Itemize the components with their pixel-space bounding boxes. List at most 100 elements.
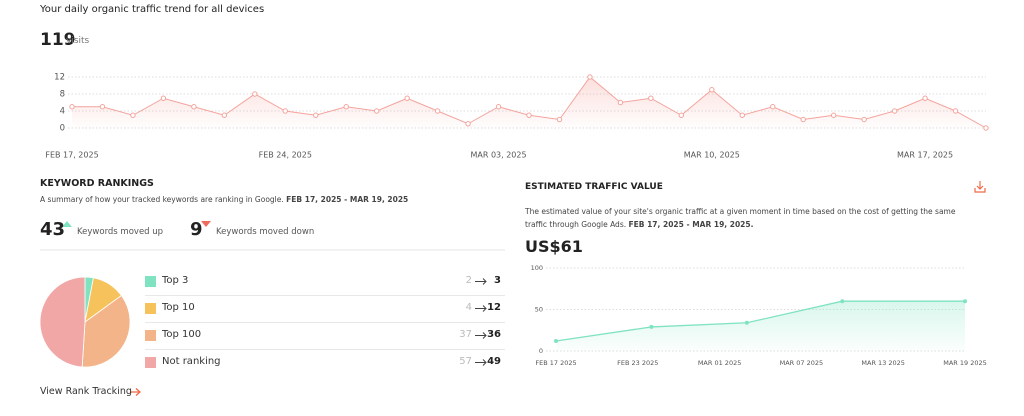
previous-count: 4 [465,302,472,313]
data-point [313,112,319,118]
legend-swatch [145,357,156,368]
data-point [495,104,502,110]
legend-swatch [145,303,156,314]
traffic-value-total: US$61 [525,237,583,256]
x-tick-label: MAR 19 2025 [943,359,987,367]
row-separator [145,295,505,296]
moved-down-count: 9 [190,219,203,240]
legend-label: Not ranking [162,356,221,367]
data-point [465,121,471,127]
date-range: FEB 17, 2025 - MAR 19, 2025. [628,220,754,229]
data-point [343,104,349,110]
data-point [282,108,288,114]
data-point [649,324,654,329]
data-point [252,91,258,97]
x-tick-label: MAR 10, 2025 [684,151,740,160]
y-tick-label: 12 [54,73,65,83]
legend-row: Top 10 4 12 [145,295,505,322]
y-tick-label: 0 [60,124,65,134]
data-point [587,74,593,80]
data-point [800,116,806,123]
data-point [952,108,959,114]
data-point [830,112,837,118]
section-title: ESTIMATED TRAFFIC VALUE [525,182,663,192]
data-point [739,112,745,118]
data-point [160,95,167,101]
current-count: 49 [487,356,501,367]
arrow-icon [130,388,141,396]
pie-slice [39,276,86,368]
x-tick-label: FEB 17, 2025 [45,151,98,160]
current-count: 36 [487,329,501,340]
data-point [404,95,410,101]
row-separator [145,349,505,350]
data-point [434,108,441,114]
data-point [891,108,898,114]
data-point [861,116,867,123]
data-point [963,299,967,304]
visits-unit: visits [66,36,90,46]
data-point [922,95,928,101]
download-icon[interactable] [974,181,986,193]
area-fill [556,301,965,351]
current-count: 12 [487,302,501,313]
previous-count: 2 [465,275,472,286]
legend-label: Top 100 [162,329,202,340]
row-separator [145,322,505,323]
traffic-title: Your daily organic traffic trend for all… [40,4,265,15]
data-point [526,112,532,118]
x-tick-label: FEB 24, 2025 [259,151,312,160]
pie-slice [81,294,131,368]
x-tick-label: FEB 23 2025 [617,359,658,367]
rank-tracking-link[interactable]: View Rank Tracking [40,386,132,397]
legend-swatch [145,276,156,287]
legend-swatch [145,330,156,341]
data-point [983,125,989,131]
y-tick-label: 4 [60,107,65,117]
arrow-icon [475,278,487,285]
moved-up-label: Keywords moved up [77,227,164,237]
data-point [130,112,136,118]
x-tick-label: MAR 07 2025 [780,359,824,367]
up-triangle [62,221,72,227]
data-point [840,299,845,304]
x-tick-label: MAR 17, 2025 [897,151,953,160]
data-point [744,320,749,325]
data-point [678,112,685,118]
y-tick-label: 100 [531,264,543,272]
arrow-icon [475,332,487,339]
previous-count: 37 [459,329,472,340]
down-triangle [201,221,211,227]
legend-row: Top 100 37 36 [145,322,505,349]
x-tick-label: MAR 13 2025 [861,359,905,367]
y-tick-label: 50 [535,306,543,314]
data-point [554,339,558,344]
x-tick-label: FEB 17 2025 [535,359,576,367]
data-point [617,99,624,106]
moved-up-count: 43 [40,219,66,240]
previous-count: 57 [459,356,472,367]
arrow-icon [475,359,487,366]
y-tick-label: 8 [60,90,65,100]
x-tick-label: MAR 03, 2025 [470,151,526,160]
data-point [770,104,776,110]
moved-down-label: Keywords moved down [216,227,315,237]
x-tick-label: MAR 01 2025 [698,359,742,367]
arrow-icon [475,305,487,312]
area-fill [72,77,986,128]
data-point [556,116,563,123]
date-range: FEB 17, 2025 - MAR 19, 2025 [286,195,409,204]
legend-row: Not ranking 57 49 [145,349,505,376]
total-visits: 119 [40,30,76,50]
legend-row: Top 3 2 3 [145,268,505,295]
data-point [648,95,654,101]
legend-label: Top 10 [162,302,195,313]
description: The estimated value of your site's organ… [525,207,956,229]
data-point [69,104,75,110]
data-point [99,104,106,110]
data-point [221,112,228,118]
data-point [191,104,197,110]
data-point [709,87,715,93]
